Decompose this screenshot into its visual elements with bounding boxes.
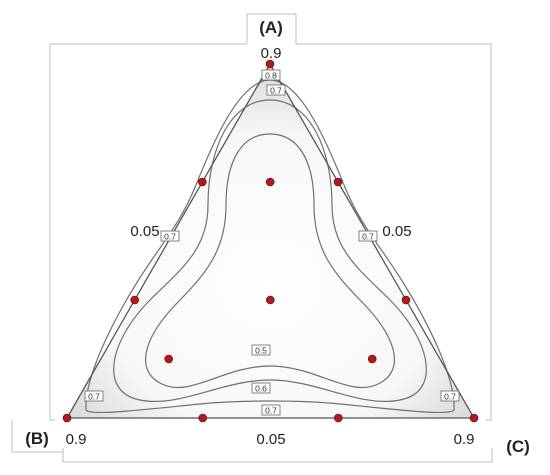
contour-0-6: [113, 99, 427, 402]
design-point-1: [62, 413, 72, 423]
vertex-label-a: (A): [259, 18, 283, 37]
contour-label-0: 0.8: [261, 69, 281, 81]
contour-label-1: 0.7: [266, 84, 286, 96]
contour-label-text: 0.6: [255, 384, 267, 394]
contour-label-4: 0.7: [84, 390, 104, 402]
contour-label-text: 0.7: [88, 392, 100, 402]
vertex-label-c: (C): [506, 437, 530, 456]
contour-label-3: 0.7: [358, 230, 378, 242]
tick-left-vertex: 0.9: [66, 431, 87, 448]
tick-left-edge: 0.05: [130, 223, 159, 240]
contour-label-6: 0.5: [251, 344, 271, 356]
design-point-5: [333, 177, 343, 187]
design-point-10: [265, 177, 275, 187]
tick-top-vertex: 0.9: [261, 45, 282, 62]
contour-label-text: 0.8: [265, 71, 277, 81]
tick-right-edge: 0.05: [382, 223, 411, 240]
contour-0-5: [145, 133, 395, 389]
contour-label-text: 0.5: [255, 346, 267, 356]
label-tab-b: [11, 420, 64, 462]
design-point-12: [367, 354, 377, 364]
contour-label-text: 0.7: [270, 86, 282, 96]
design-point-2: [469, 413, 479, 423]
contour-label-text: 0.7: [362, 232, 374, 242]
contour-label-text: 0.7: [265, 406, 277, 416]
design-point-11: [164, 354, 173, 364]
tick-right-vertex: 0.9: [454, 431, 475, 448]
design-point-7: [198, 413, 207, 423]
design-point-4: [130, 295, 139, 305]
contour-label-2: 0.7: [160, 230, 180, 242]
design-points: [62, 59, 479, 423]
contour-label-text: 0.7: [164, 232, 176, 242]
tick-bottom-edge: 0.05: [256, 431, 285, 448]
design-point-6: [401, 295, 411, 305]
contour-label-text: 0.7: [444, 392, 456, 402]
triangle-region: [67, 64, 474, 418]
design-point-0: [265, 59, 275, 69]
vertex-label-b: (B): [25, 429, 49, 448]
contour-label-5: 0.7: [440, 390, 460, 402]
contour-label-8: 0.7: [261, 404, 281, 416]
design-point-8: [333, 413, 343, 423]
design-point-9: [265, 295, 275, 305]
contour-label-7: 0.6: [251, 382, 271, 394]
design-point-3: [198, 177, 207, 187]
label-tab-a: [246, 13, 297, 44]
